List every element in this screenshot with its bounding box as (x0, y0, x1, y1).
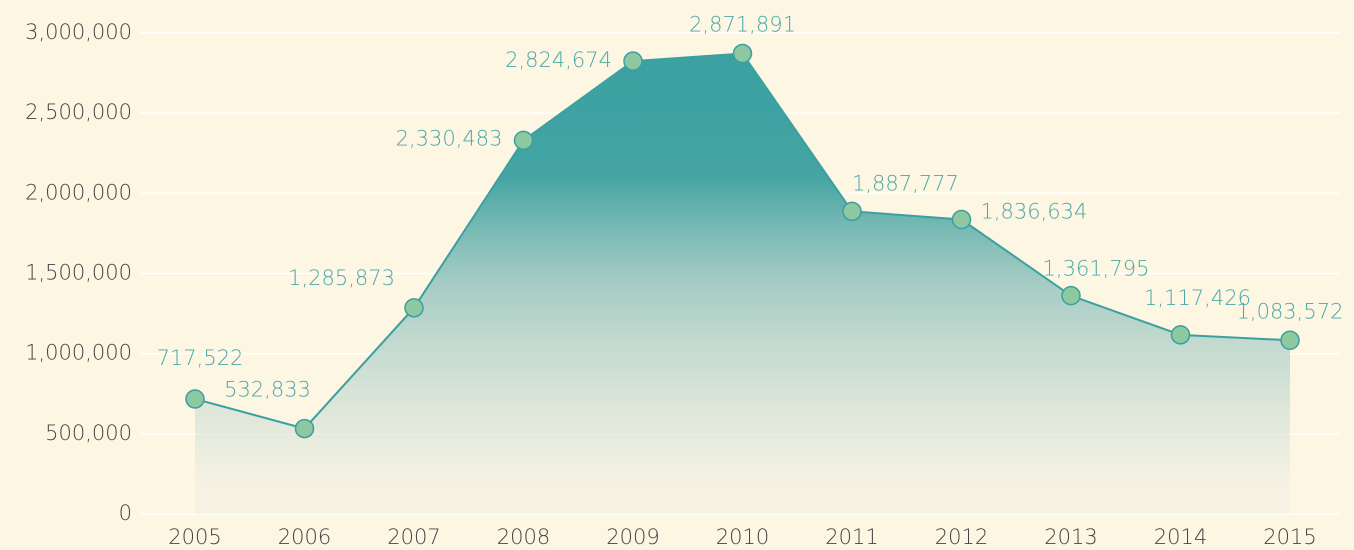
data-label: 717,522 (157, 346, 244, 370)
x-tick-label: 2013 (1044, 525, 1097, 549)
y-tick-label: 3,000,000 (25, 20, 132, 44)
x-tick-label: 2012 (935, 525, 988, 549)
data-label: 1,887,777 (852, 171, 959, 195)
data-label: 1,117,426 (1144, 286, 1251, 310)
marker (513, 130, 534, 151)
marker (842, 201, 862, 222)
data-label: 532,833 (224, 378, 311, 402)
y-tick-label: 2,500,000 (25, 100, 132, 124)
data-label: 1,083,572 (1237, 299, 1344, 323)
x-tick-label: 2010 (716, 525, 769, 549)
y-tick-label: 1,000,000 (25, 341, 132, 365)
data-label: 1,285,873 (288, 266, 395, 290)
marker (1061, 285, 1081, 306)
x-tick-label: 2007 (387, 525, 440, 549)
x-tick-label: 2015 (1263, 525, 1316, 549)
data-label: 1,361,795 (1043, 257, 1150, 281)
y-tick-label: 500,000 (45, 421, 132, 445)
marker (1280, 330, 1300, 351)
data-label: 1,836,634 (981, 200, 1088, 224)
marker (185, 389, 205, 409)
y-tick-label: 1,500,000 (25, 261, 132, 285)
x-tick-label: 2005 (168, 525, 221, 549)
data-label: 2,871,891 (689, 13, 796, 37)
data-label: 2,330,483 (396, 126, 503, 150)
x-tick-label: 2008 (497, 525, 550, 549)
marker (951, 209, 972, 230)
data-label: 2,824,674 (505, 48, 612, 72)
x-tick-label: 2009 (606, 525, 659, 549)
y-tick-label: 2,000,000 (25, 180, 132, 204)
marker (623, 51, 643, 71)
marker (732, 43, 753, 64)
x-tick-label: 2014 (1154, 525, 1207, 549)
y-tick-label: 0 (119, 501, 132, 525)
marker (404, 298, 424, 318)
x-tick-label: 2006 (278, 525, 331, 549)
area (195, 53, 1290, 515)
marker (294, 418, 315, 439)
marker (1170, 325, 1191, 345)
x-tick-label: 2011 (825, 525, 878, 549)
